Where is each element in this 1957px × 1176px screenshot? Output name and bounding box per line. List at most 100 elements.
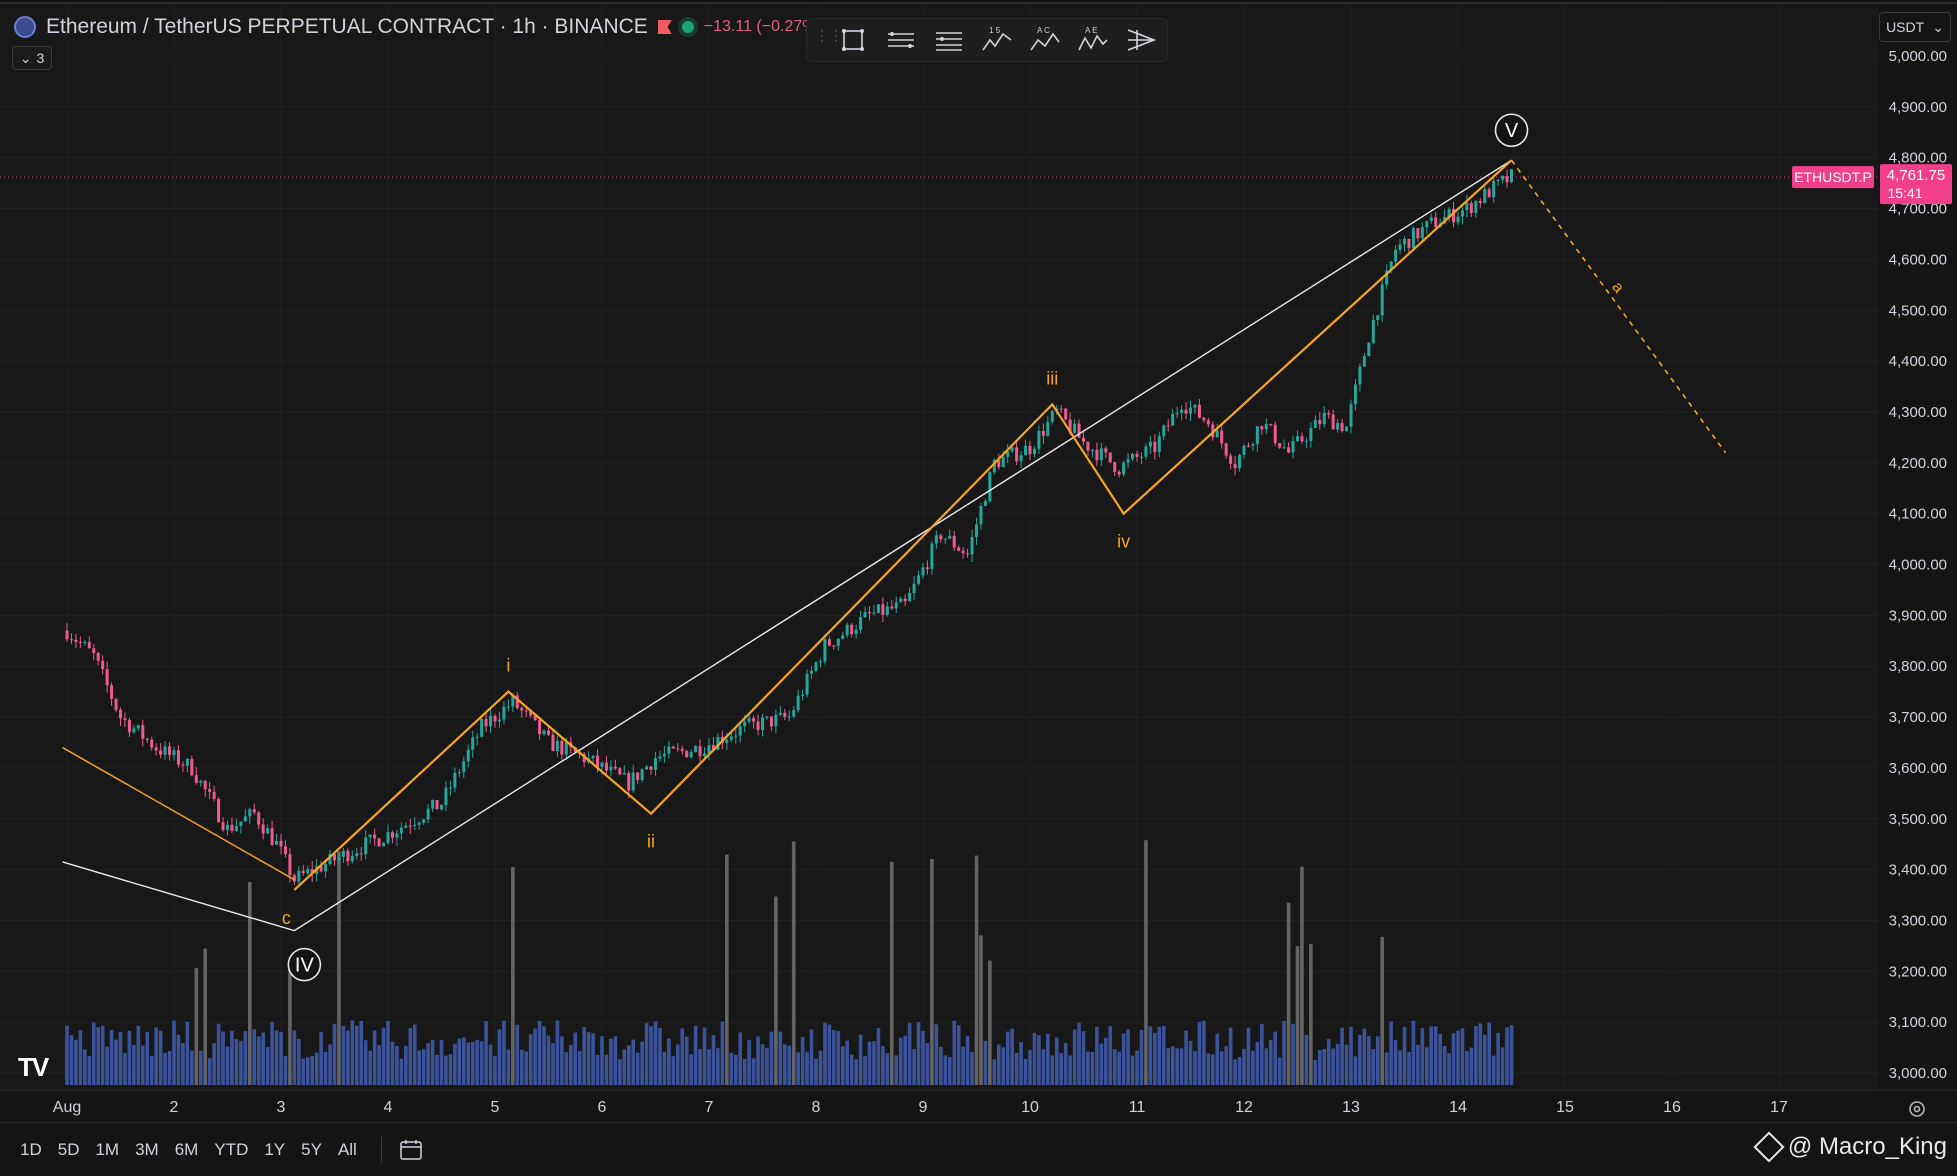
candle-body [921,567,925,576]
volume-bar [435,1055,439,1085]
triangle-tool-label: A E [1085,26,1097,35]
candle-body [333,853,336,861]
volume-bar [992,1059,997,1085]
candle-body [248,809,252,817]
volume-bar [1375,1036,1380,1085]
time-tick-label: 16 [1663,1099,1681,1116]
candle-body [774,714,778,727]
candle-body [832,645,836,647]
tradingview-logo[interactable]: TV [18,1052,49,1082]
elliott-impulse-tool-button[interactable]: 1 5 [977,22,1017,58]
pitchfork-tool-button[interactable] [1121,22,1161,58]
volume-bar [1072,1029,1077,1085]
volume-bar [470,1041,475,1085]
candle-body [484,719,488,727]
candle-body [743,721,747,727]
price-change: −13.11 (−0.27%) [703,18,822,35]
volume-bar [488,1044,493,1085]
candle-body [943,538,947,540]
volume-bar [1322,1049,1327,1085]
volume-bar [791,841,796,1085]
volume-bar [261,1032,265,1085]
candle-body [462,761,466,773]
range-1y-button[interactable]: 1Y [264,1139,286,1159]
impulse-tool-label: 1 5 [989,26,1001,35]
candle-body [1304,440,1308,442]
range-ytd-button[interactable]: YTD [214,1139,249,1159]
ethereum-coin-icon [14,16,36,38]
range-1m-button[interactable]: 1M [95,1139,120,1159]
parallel-channel-tool-button[interactable] [881,22,921,58]
volume-bar [265,1047,270,1085]
correction-tool-label: A C [1037,26,1050,35]
collapse-indicators-button[interactable]: ⌄ 3 [12,46,52,70]
prior-trendline[interactable] [62,746,295,881]
flag-icon[interactable] [657,20,672,34]
candle-body [1385,270,1389,285]
volume-bar [234,1039,239,1085]
range-3m-button[interactable]: 3M [135,1139,159,1159]
candle-body [792,710,796,717]
candle-body [475,736,479,738]
range-6m-button[interactable]: 6M [174,1139,199,1159]
volume-bar [1460,1028,1465,1085]
volume-bar [1474,1026,1478,1085]
gear-icon[interactable] [1904,1096,1930,1122]
volume-bar [667,1038,671,1085]
rectangle-tool-button[interactable] [833,22,873,58]
candle-body [925,567,929,569]
volume-bar [283,1056,288,1085]
currency-selector[interactable]: USDT ⌄ [1879,12,1951,42]
volume-bar [256,1036,261,1085]
volume-bar [78,1030,83,1085]
volume-bar [1037,1035,1041,1085]
elliott-wave-path[interactable] [293,159,1513,891]
bottom-toolbar: 1D 5D 1M 3M 6M YTD 1Y 5Y All [0,1122,1957,1176]
channel-trendline[interactable] [62,159,1512,932]
range-1d-button[interactable]: 1D [20,1139,42,1159]
candle-body [1260,426,1264,430]
candle-body [582,753,586,763]
time-axis[interactable]: Aug 2 3 4 5 6 7 8 9 10 11 12 13 14 15 16 17 [0,1089,1957,1116]
range-5d-button[interactable]: 5D [57,1139,80,1159]
candle-body [364,837,368,855]
candle-body [471,737,475,750]
elliott-correction-tool-button[interactable]: A C [1025,22,1065,58]
volume-bar [1032,1032,1037,1085]
volume-bar [885,1053,890,1085]
projection-line[interactable] [1510,159,1727,454]
candle-body [190,758,194,776]
volume-bar [1393,1040,1398,1085]
volume-bar [1081,1031,1086,1085]
fib-channel-tool-button[interactable] [929,22,969,58]
volume-bar [939,1047,943,1085]
volume-bar [87,1056,92,1085]
volume-bar [1117,1051,1121,1085]
volume-bar [1170,1046,1175,1085]
drag-handle-icon[interactable]: ⋮⋮ [815,27,843,43]
volume-bar [314,1052,319,1085]
go-to-date-button[interactable] [394,1135,428,1165]
candle-body [952,535,956,548]
range-5y-button[interactable]: 5Y [301,1139,322,1159]
symbol-title[interactable]: Ethereum / TetherUS PERPETUAL CONTRACT ·… [46,15,648,38]
volume-bar [640,1041,644,1085]
volume-bar [91,1022,96,1085]
volume-bar [903,1035,907,1085]
volume-bar [247,882,252,1085]
candle-body [1394,249,1398,262]
volume-bar [925,1043,930,1085]
price-axis[interactable]: 5,000.00 4,900.00 4,800.00 4,700.00 4,600.00… [1889,48,1947,1082]
range-all-button[interactable]: All [337,1139,357,1159]
volume-bar [417,1050,422,1085]
volume-bar [849,1054,854,1085]
elliott-triangle-tool-button[interactable]: A E [1073,22,1113,58]
candle-body [1220,430,1224,444]
symbol-header[interactable]: Ethereum / TetherUS PERPETUAL CONTRACT ·… [14,12,822,42]
candle-body [836,638,840,646]
candle-body [390,832,394,838]
candle-body [230,824,234,831]
volume-bar [974,855,979,1085]
